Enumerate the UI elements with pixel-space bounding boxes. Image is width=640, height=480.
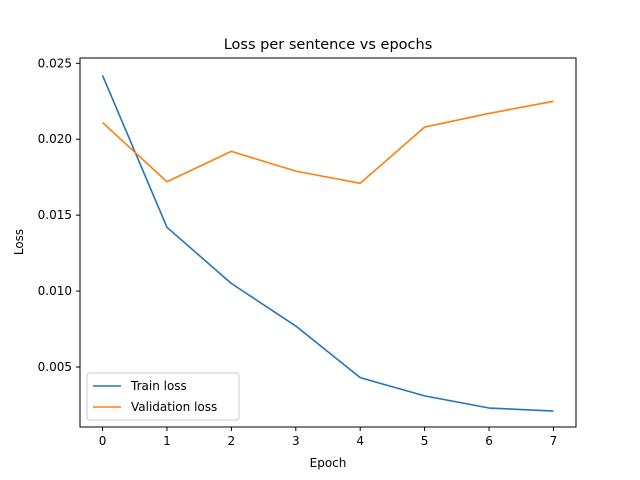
plot-area — [80, 58, 576, 427]
legend-label-validation-loss: Validation loss — [131, 400, 217, 414]
series-layer — [101, 75, 554, 412]
x-ticks: 0 1 2 3 4 5 6 7 — [99, 427, 558, 448]
x-tick-label: 0 — [99, 434, 107, 448]
x-axis-label: Epoch — [310, 456, 347, 470]
y-tick-label: 0.010 — [38, 284, 72, 298]
y-ticks: 0.005 0.010 0.015 0.020 0.025 — [38, 56, 80, 374]
x-tick-label: 5 — [421, 434, 429, 448]
y-tick-label: 0.015 — [38, 208, 72, 222]
y-tick-label: 0.020 — [38, 132, 72, 146]
x-tick-label: 4 — [356, 434, 364, 448]
train-loss-line — [101, 75, 554, 412]
x-tick-label: 3 — [292, 434, 300, 448]
legend: Train loss Validation loss — [86, 372, 240, 421]
plot-frame — [79, 57, 577, 428]
validation-loss-line — [102, 100, 554, 185]
y-tick-label: 0.005 — [38, 360, 72, 374]
legend-label-train-loss: Train loss — [130, 379, 187, 393]
legend-box — [86, 372, 240, 421]
y-tick-label: 0.025 — [38, 56, 72, 70]
x-tick-label: 7 — [550, 434, 558, 448]
x-tick-label: 1 — [163, 434, 171, 448]
y-axis-label: Loss — [12, 229, 26, 255]
x-tick-label: 6 — [485, 434, 493, 448]
x-tick-label: 2 — [228, 434, 236, 448]
chart-title: Loss per sentence vs epochs — [224, 37, 433, 53]
